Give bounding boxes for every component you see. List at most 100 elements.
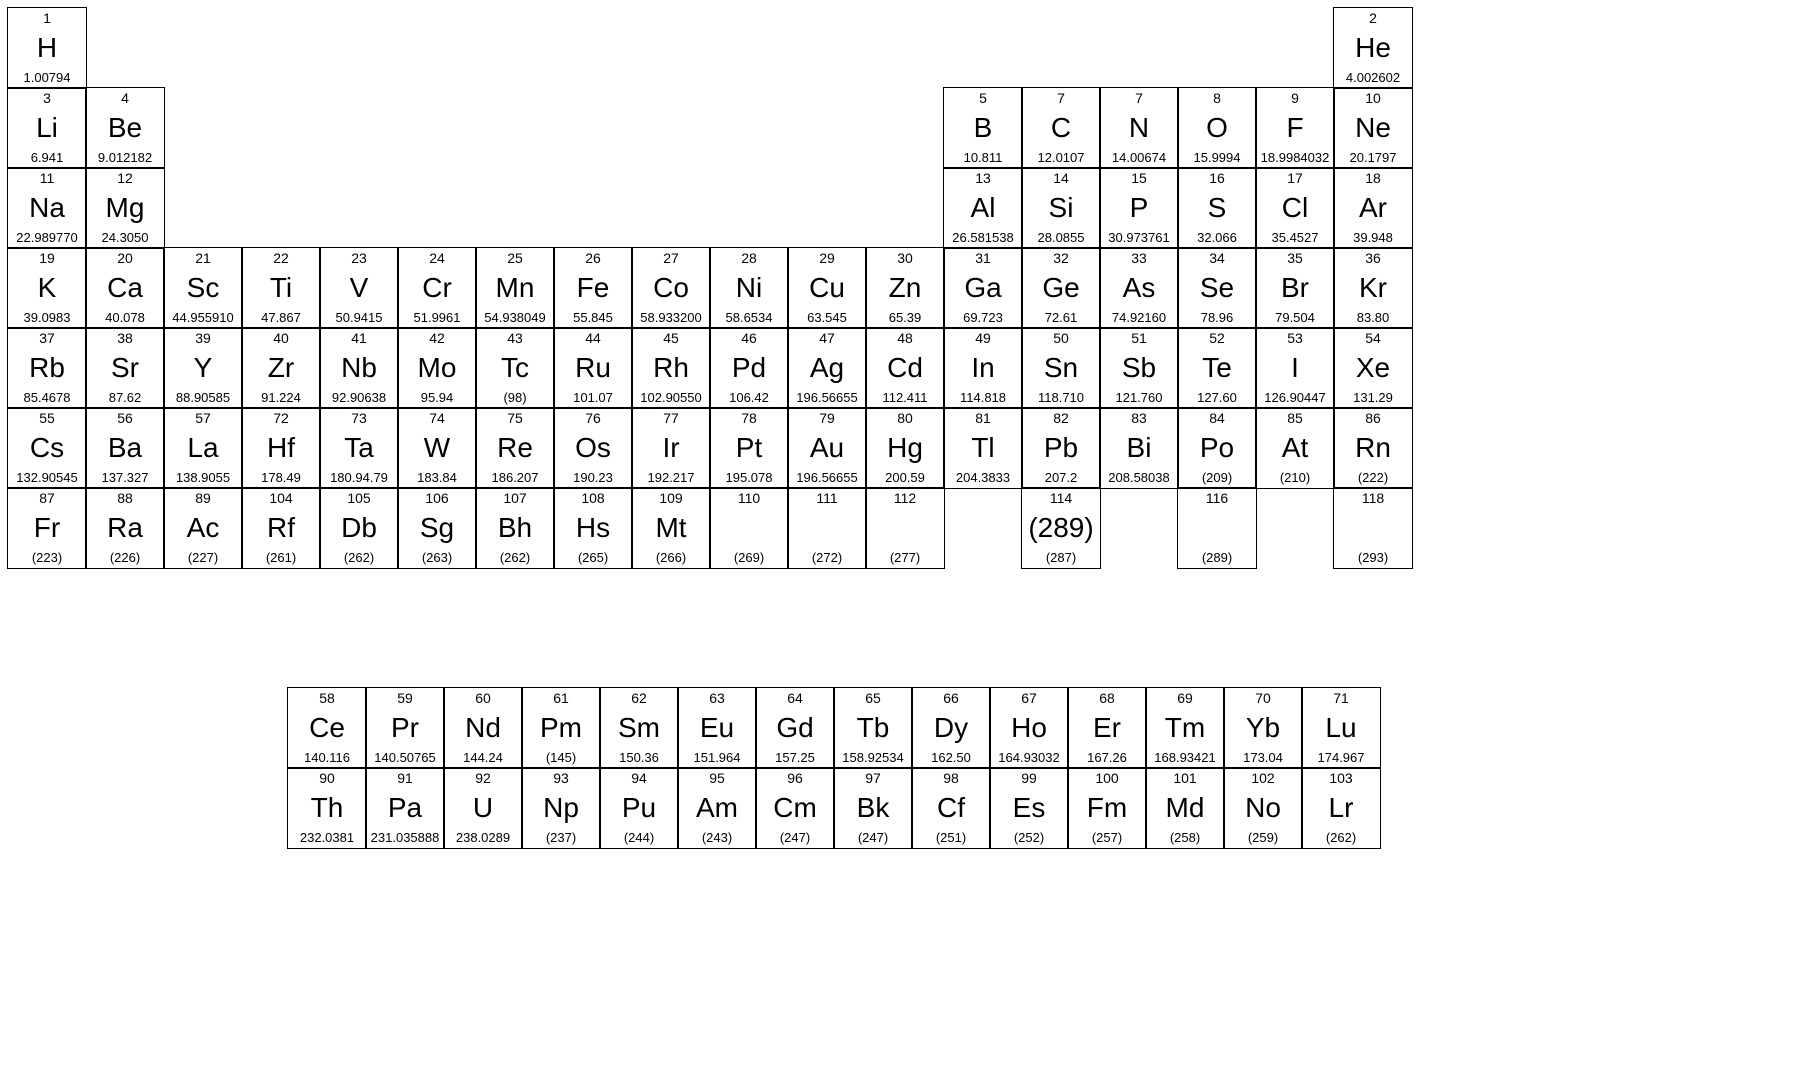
atomic-mass: 231.035888 [371,831,440,844]
atomic-mass: (227) [188,551,218,564]
element-cell: 22Ti47.867 [241,247,321,329]
atomic-number: 86 [1365,411,1381,425]
atomic-mass: 50.9415 [336,311,383,324]
atomic-mass: 44.955910 [172,311,233,324]
atomic-mass: (262) [1326,831,1356,844]
atomic-number: 112 [894,491,916,505]
atomic-number: 95 [709,771,725,785]
atomic-mass: 72.61 [1045,311,1078,324]
atomic-number: 7 [1135,91,1143,105]
element-symbol: W [424,434,450,462]
element-cell: 62Sm150.36 [599,687,679,769]
element-cell: 34Se78.96 [1177,247,1257,329]
atomic-number: 41 [351,331,367,345]
atomic-number: 82 [1053,411,1069,425]
element-symbol: Pm [540,714,582,742]
element-symbol: Pb [1044,434,1078,462]
element-symbol: Ar [1359,194,1387,222]
element-symbol: Ag [810,354,844,382]
atomic-mass: 114.818 [960,391,1006,404]
element-cell: 49In114.818 [943,327,1023,409]
atomic-number: 58 [319,691,335,705]
atomic-number: 64 [787,691,803,705]
atomic-mass: 14.00674 [1112,151,1166,164]
element-symbol: Bi [1127,434,1152,462]
atomic-number: 34 [1209,251,1225,265]
atomic-mass: 207.2 [1045,471,1078,484]
element-symbol: Nd [465,714,501,742]
atomic-number: 54 [1365,331,1381,345]
atomic-number: 38 [117,331,133,345]
atomic-number: 105 [347,491,370,505]
element-symbol: O [1206,114,1228,142]
element-symbol: N [1129,114,1149,142]
atomic-mass: 118.710 [1038,391,1084,404]
element-symbol: Es [1013,794,1046,822]
atomic-number: 26 [585,251,601,265]
element-symbol: No [1245,794,1281,822]
element-cell: 66Dy162.50 [911,687,991,769]
atomic-mass: 83.80 [1357,311,1390,324]
element-cell: 71Lu174.967 [1301,687,1381,769]
atomic-mass: (269) [734,551,764,564]
atomic-number: 12 [117,171,133,185]
element-symbol: Ho [1011,714,1047,742]
element-cell: 51Sb121.760 [1099,327,1179,409]
element-symbol: Na [29,194,65,222]
element-cell: 65Tb158.92534 [833,687,913,769]
atomic-mass: 138.9055 [176,471,230,484]
element-cell: 114(289)(287) [1021,487,1101,569]
element-cell: 30Zn65.39 [865,247,945,329]
element-symbol: Ni [736,274,762,302]
element-cell: 13Al26.581538 [943,167,1023,249]
element-symbol: Ba [108,434,142,462]
element-symbol: Th [311,794,344,822]
atomic-number: 25 [507,251,523,265]
atomic-number: 15 [1131,171,1147,185]
element-cell: 64Gd157.25 [755,687,835,769]
atomic-number: 116 [1206,491,1228,505]
element-cell: 26Fe55.845 [553,247,633,329]
element-symbol: Db [341,514,377,542]
element-cell: 111(272) [787,487,867,569]
atomic-mass: (293) [1358,551,1388,564]
element-cell: 68Er167.26 [1067,687,1147,769]
element-symbol: Br [1281,274,1309,302]
atomic-mass: (251) [936,831,966,844]
element-symbol: Kr [1359,274,1387,302]
atomic-number: 46 [741,331,757,345]
element-cell: 96Cm(247) [755,767,835,849]
atomic-number: 110 [738,491,760,505]
atomic-mass: (277) [890,551,920,564]
element-cell: 109Mt(266) [631,487,711,569]
element-symbol: Ra [107,514,143,542]
atomic-number: 52 [1209,331,1225,345]
element-cell: 83Bi208.58038 [1099,407,1179,489]
element-cell: 63Eu151.964 [677,687,757,769]
element-symbol: K [38,274,57,302]
atomic-mass: 190.23 [573,471,613,484]
element-symbol: Rb [29,354,65,382]
element-cell: 27Co58.933200 [631,247,711,329]
element-symbol: Cr [422,274,452,302]
element-cell: 112 (277) [865,487,945,569]
atomic-number: 20 [117,251,133,265]
element-cell: 39Y88.90585 [163,327,243,409]
atomic-number: 56 [117,411,133,425]
atomic-mass: 74.92160 [1112,311,1166,324]
element-cell: 103Lr(262) [1301,767,1381,849]
element-cell: 89Ac(227) [163,487,243,569]
atomic-number: 114 [1050,491,1072,505]
element-cell: 10Ne20.1797 [1333,87,1413,169]
atomic-mass: 78.96 [1201,311,1234,324]
element-cell: 58Ce140.116 [287,687,367,769]
atomic-number: 10 [1365,91,1381,105]
element-cell: 87Fr(223) [7,487,87,569]
element-cell: 20Ca40.078 [85,247,165,329]
element-cell: 110 (269) [709,487,789,569]
element-cell: 75Re186.207 [475,407,555,489]
atomic-mass: (145) [546,751,576,764]
element-symbol: Tc [501,354,529,382]
element-symbol: Ru [575,354,611,382]
element-cell: 2He4.002602 [1333,7,1413,89]
